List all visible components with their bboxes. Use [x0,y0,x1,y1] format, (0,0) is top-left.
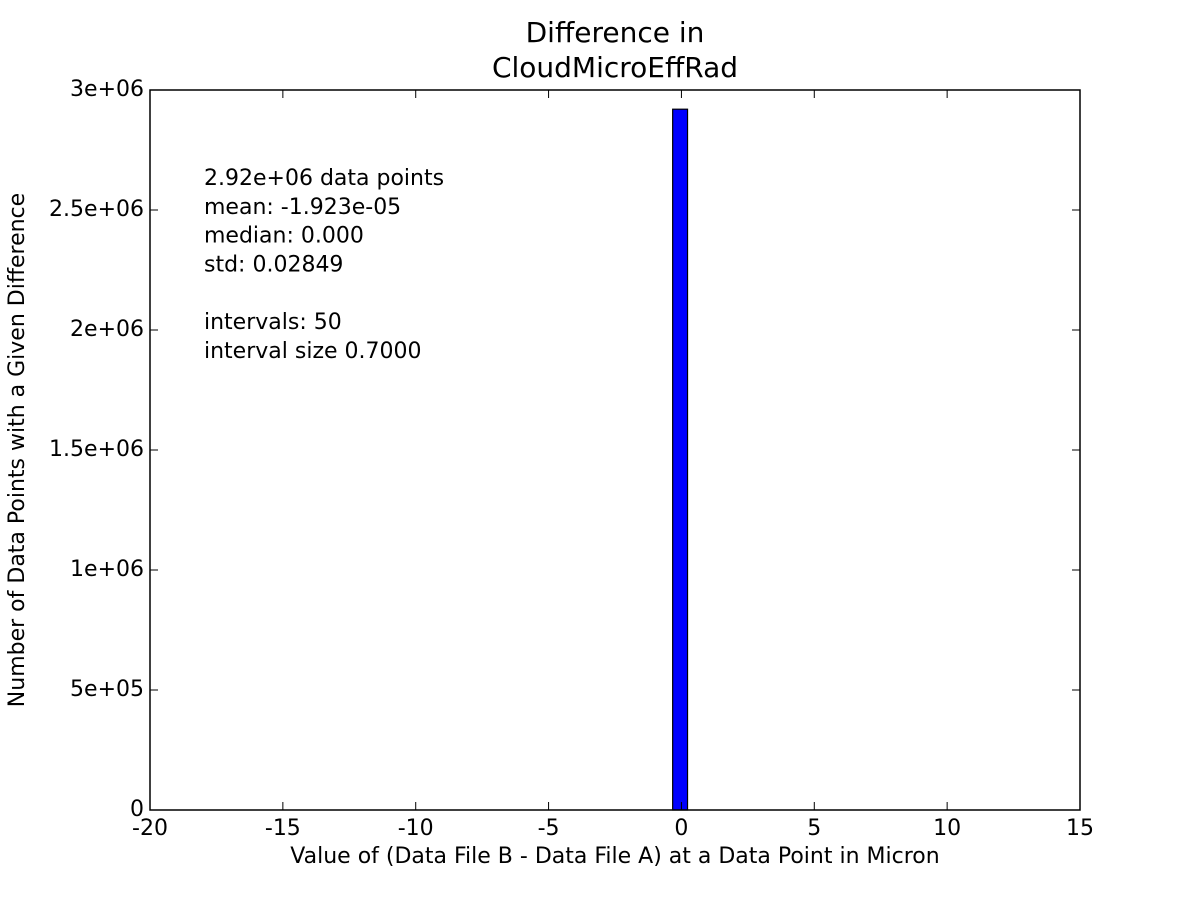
x-tick-label: -20 [132,816,168,841]
chart-title: CloudMicroEffRad [492,51,738,84]
bar [672,108,689,811]
x-tick-label: 15 [1066,816,1094,841]
x-tick-label: 10 [933,816,961,841]
x-axis-label: Value of (Data File B - Data File A) at … [290,844,939,869]
x-tick-label: -5 [538,816,560,841]
x-tick-label: 5 [807,816,821,841]
y-tick-label: 1e+06 [70,557,144,582]
annotation: median: 0.000 [204,224,364,249]
chart-title: Difference in [526,16,705,49]
y-axis-label: Number of Data Points with a Given Diffe… [5,193,30,707]
x-tick-label: -10 [398,816,434,841]
annotation: std: 0.02849 [204,252,343,277]
x-tick-label: 0 [674,816,688,841]
annotation: 2.92e+06 data points [204,166,444,191]
annotation: interval size 0.7000 [204,339,422,364]
annotation: intervals: 50 [204,310,342,335]
y-tick-label: 5e+05 [70,677,144,702]
annotation: mean: -1.923e-05 [204,195,401,220]
y-tick-label: 3e+06 [70,77,144,102]
y-tick-label: 1.5e+06 [49,437,144,462]
y-tick-label: 2e+06 [70,317,144,342]
y-tick-label: 0 [130,797,144,822]
x-tick-label: -15 [265,816,301,841]
y-tick-label: 2.5e+06 [49,197,144,222]
